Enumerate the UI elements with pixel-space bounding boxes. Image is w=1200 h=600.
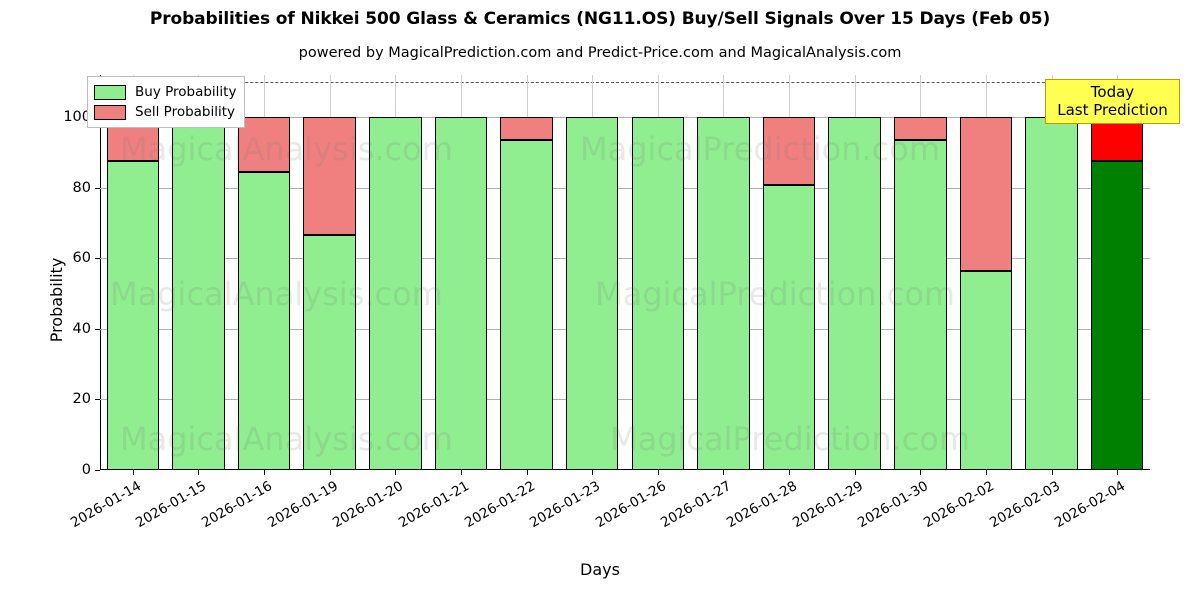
x-tick-mark	[723, 470, 725, 475]
y-axis-spine	[100, 75, 101, 470]
x-tick-mark	[592, 470, 594, 475]
bar-2026-02-03[interactable]	[1025, 75, 1078, 470]
x-tick-mark	[1117, 470, 1119, 475]
gridline-horizontal	[100, 187, 1150, 189]
y-tick-label: 80	[72, 179, 91, 196]
today-annotation: Today Last Prediction	[1045, 79, 1180, 124]
bar-segment-buy[interactable]	[434, 117, 488, 470]
bar-2026-01-16[interactable]	[237, 75, 291, 470]
bar-segment-sell[interactable]	[959, 117, 1013, 272]
bar-segment-buy[interactable]	[631, 117, 685, 470]
bar-2026-01-22[interactable]	[500, 75, 553, 470]
chart-subtitle: powered by MagicalPrediction.com and Pre…	[298, 45, 902, 61]
bar-2026-01-19[interactable]	[303, 75, 356, 470]
x-axis-label: Days	[580, 560, 620, 579]
bar-segment-buy[interactable]	[369, 117, 422, 470]
legend-label-sell: Sell Probability	[135, 104, 236, 120]
bar-segment-buy[interactable]	[1090, 161, 1144, 470]
y-tick-mark	[95, 399, 100, 401]
legend-swatch-sell	[94, 104, 126, 120]
bar-2026-01-26[interactable]	[631, 75, 685, 470]
today-annotation-line1: Today	[1090, 83, 1135, 101]
bar-2026-02-02[interactable]	[959, 75, 1013, 470]
reference-dashed-line	[100, 82, 1150, 84]
x-tick-mark	[264, 470, 266, 475]
x-tick-mark	[789, 470, 791, 475]
bar-2026-01-27[interactable]	[697, 75, 750, 470]
y-tick-label: 100	[63, 109, 91, 126]
y-tick-label: 20	[72, 391, 91, 408]
bar-segment-buy[interactable]	[828, 117, 881, 470]
bar-2026-01-30[interactable]	[894, 75, 947, 470]
bar-2026-01-20[interactable]	[369, 75, 422, 470]
x-tick-mark	[198, 470, 200, 475]
bar-segment-buy[interactable]	[894, 139, 947, 470]
x-tick-mark	[395, 470, 397, 475]
y-tick-mark	[95, 258, 100, 260]
bar-segment-sell[interactable]	[894, 117, 947, 140]
y-tick-mark	[95, 328, 100, 330]
bar-segment-buy[interactable]	[172, 117, 225, 470]
x-tick-mark	[526, 470, 528, 475]
legend-swatch-buy	[94, 84, 126, 100]
bar-2026-01-28[interactable]	[762, 75, 816, 470]
today-annotation-line2: Last Prediction	[1057, 101, 1168, 119]
chart-legend: Buy Probability Sell Probability	[87, 76, 246, 128]
x-tick-mark	[657, 470, 659, 475]
x-tick-mark	[329, 470, 331, 475]
bar-segment-buy[interactable]	[237, 172, 291, 470]
x-tick-mark	[460, 470, 462, 475]
x-tick-mark	[920, 470, 922, 475]
y-tick-mark	[95, 470, 100, 471]
bar-segment-buy[interactable]	[1025, 117, 1078, 470]
legend-item-sell: Sell Probability	[94, 102, 236, 122]
y-tick-label: 60	[72, 250, 91, 267]
bar-segment-buy[interactable]	[500, 139, 553, 470]
bar-2026-02-04[interactable]	[1090, 75, 1144, 470]
bar-segment-sell[interactable]	[500, 117, 553, 140]
bar-segment-sell[interactable]	[237, 117, 291, 172]
plot-area	[95, 75, 1150, 475]
bar-2026-01-23[interactable]	[565, 75, 619, 470]
bar-2026-01-14[interactable]	[106, 75, 160, 470]
gridline-horizontal	[100, 399, 1150, 401]
bar-segment-buy[interactable]	[106, 161, 160, 470]
legend-label-buy: Buy Probability	[135, 84, 237, 100]
chart-title: Probabilities of Nikkei 500 Glass & Cera…	[149, 9, 1051, 29]
bar-segment-sell[interactable]	[303, 117, 356, 236]
bar-2026-01-15[interactable]	[172, 75, 225, 470]
bar-segment-buy[interactable]	[303, 235, 356, 470]
y-tick-label: 40	[72, 320, 91, 337]
gridline-horizontal	[100, 258, 1150, 260]
bar-segment-buy[interactable]	[697, 117, 750, 470]
y-tick-mark	[95, 187, 100, 189]
x-tick-mark	[132, 470, 134, 475]
x-axis-spine	[100, 468, 1150, 470]
legend-item-buy: Buy Probability	[94, 82, 236, 102]
gridline-horizontal	[100, 328, 1150, 330]
bar-segment-sell[interactable]	[1090, 117, 1144, 162]
x-tick-mark	[985, 470, 987, 475]
bar-segment-buy[interactable]	[762, 185, 816, 470]
bar-segment-buy[interactable]	[565, 117, 619, 470]
y-tick-label: 0	[81, 462, 91, 478]
gridline-horizontal	[100, 117, 1150, 119]
bar-segment-buy[interactable]	[959, 271, 1013, 470]
bar-2026-01-21[interactable]	[434, 75, 488, 470]
x-tick-mark	[1051, 470, 1053, 475]
bar-segment-sell[interactable]	[762, 117, 816, 186]
bar-2026-01-29[interactable]	[828, 75, 881, 470]
x-tick-mark	[854, 470, 856, 475]
